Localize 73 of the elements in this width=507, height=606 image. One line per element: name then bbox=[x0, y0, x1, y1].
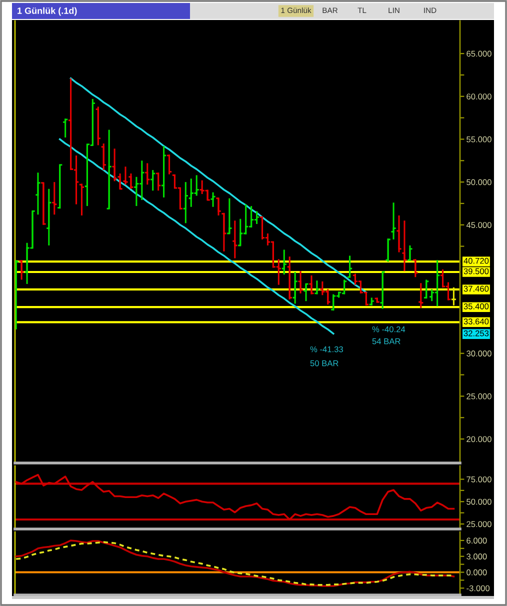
candlestick bbox=[144, 162, 150, 186]
candlestick bbox=[292, 271, 298, 304]
candlestick bbox=[215, 198, 222, 216]
ref-line-label: 37.460 bbox=[464, 286, 489, 292]
candlestick bbox=[418, 282, 424, 309]
candlestick bbox=[122, 166, 129, 186]
candlestick bbox=[286, 256, 293, 300]
candlestick bbox=[111, 148, 118, 182]
candlestick bbox=[423, 278, 430, 300]
candlestick bbox=[220, 212, 228, 252]
candlestick bbox=[396, 214, 402, 254]
candlestick bbox=[160, 145, 167, 198]
y-tick-label: 75.000 bbox=[466, 476, 492, 482]
candlestick bbox=[297, 270, 304, 294]
candlestick bbox=[182, 181, 189, 224]
y-tick-label: 30.000 bbox=[466, 350, 492, 356]
candlestick bbox=[51, 181, 58, 216]
ref-line-label: 40.720 bbox=[464, 258, 489, 264]
candlestick bbox=[155, 172, 162, 192]
candlestick bbox=[450, 286, 457, 306]
line-series bbox=[70, 77, 368, 294]
candlestick bbox=[401, 220, 408, 272]
y-tick-label: 6.000 bbox=[466, 538, 487, 544]
y-tick-label: 0.000 bbox=[466, 569, 487, 576]
candlestick bbox=[18, 259, 25, 280]
annotation: 50 BAR bbox=[310, 360, 338, 366]
y-tick-label: 60.000 bbox=[466, 94, 492, 100]
y-tick-label: 25.000 bbox=[466, 393, 492, 400]
ref-line-label: 39.500 bbox=[464, 268, 489, 274]
candlestick bbox=[314, 280, 320, 296]
candlestick bbox=[166, 154, 172, 176]
candlestick bbox=[128, 172, 134, 190]
y-tick-label: 55.000 bbox=[466, 136, 492, 142]
candlestick bbox=[46, 188, 52, 246]
candlestick bbox=[78, 182, 85, 216]
candlestick bbox=[232, 220, 238, 260]
y-tick-label: 65.000 bbox=[466, 50, 492, 57]
annotation: % -41.33 bbox=[310, 346, 343, 352]
candlestick bbox=[308, 274, 315, 296]
candlestick bbox=[34, 172, 42, 216]
line-series bbox=[58, 138, 334, 335]
candlestick bbox=[390, 202, 397, 240]
candlestick bbox=[406, 244, 414, 262]
y-tick-label: 25.000 bbox=[466, 521, 492, 528]
ref-line-label: 35.400 bbox=[464, 303, 489, 310]
candlestick bbox=[106, 129, 112, 210]
candlestick bbox=[380, 271, 386, 310]
candlestick bbox=[62, 118, 68, 138]
candlestick bbox=[412, 258, 418, 278]
candlestick bbox=[385, 238, 392, 262]
candlestick bbox=[95, 106, 102, 146]
candlestick bbox=[204, 188, 211, 201]
y-tick-label: 50.000 bbox=[466, 498, 492, 505]
y-tick-label: 45.000 bbox=[466, 222, 492, 228]
candlestick bbox=[116, 172, 124, 190]
candlestick bbox=[226, 198, 232, 234]
y-tick-label: 20.000 bbox=[466, 436, 492, 442]
y-tick-label: -3.000 bbox=[466, 585, 490, 592]
candlestick bbox=[56, 164, 63, 210]
ref-line-label: 33.640 bbox=[464, 318, 489, 324]
candlestick bbox=[302, 283, 310, 302]
candlestick bbox=[210, 192, 216, 208]
y-tick-label: 50.000 bbox=[466, 179, 492, 186]
annotation: 54 BAR bbox=[372, 338, 400, 344]
candlestick bbox=[346, 254, 353, 278]
chart-title: 1 Günlük (.1d) bbox=[18, 7, 77, 16]
y-tick-label: 3.000 bbox=[466, 554, 487, 560]
candlestick bbox=[150, 169, 156, 192]
candlestick bbox=[40, 182, 47, 226]
annotation: 32.253 bbox=[464, 330, 489, 336]
candlestick bbox=[281, 248, 288, 276]
annotation: % -40.24 bbox=[372, 326, 406, 332]
candlestick bbox=[100, 142, 107, 171]
